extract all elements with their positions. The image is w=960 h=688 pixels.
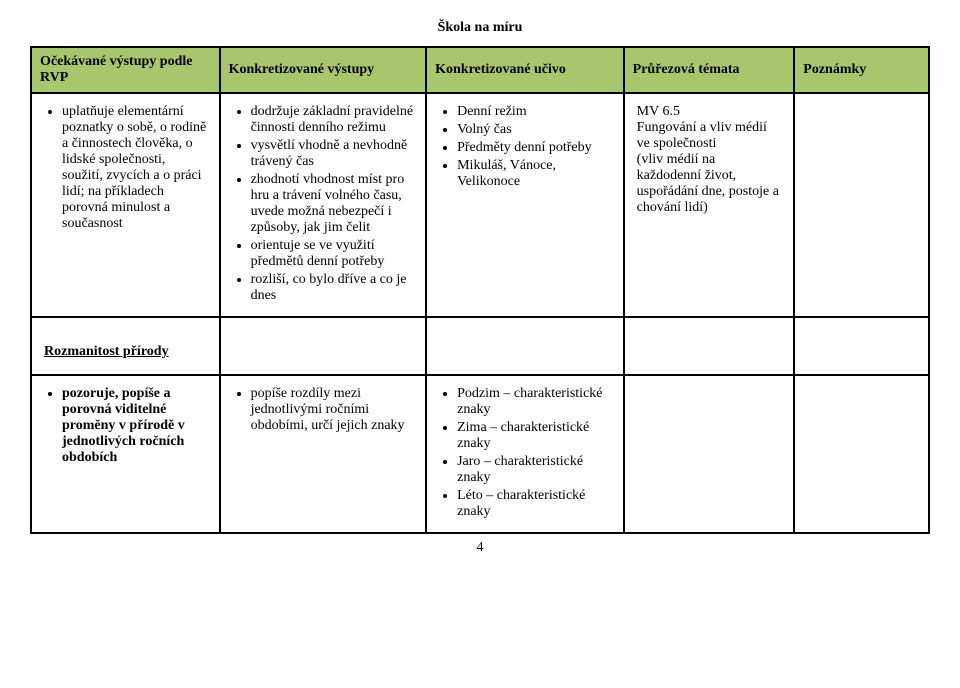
col-header-3: Konkretizované učivo [426,47,624,93]
empty-cell [426,317,624,375]
col-header-1: Očekávané výstupy podle RVP [31,47,220,93]
bold-lead: pozoruje, popíše a porovná viditelné pro… [62,386,185,465]
section-heading: Rozmanitost přírody [44,328,207,364]
cell-col4 [624,375,795,533]
cell-col3: Denní režim Volný čas Předměty denní pot… [426,93,624,317]
empty-cell [220,317,427,375]
list: popíše rozdíly mezi jednotlivými ročními… [233,386,414,434]
table-header-row: Očekávané výstupy podle RVP Konkretizova… [31,47,929,93]
table-row: uplatňuje elementární poznatky o sobě, o… [31,93,929,317]
cell-col5 [794,93,929,317]
empty-cell [794,317,929,375]
list-item: dodržuje základní pravidelné činnosti de… [251,104,414,136]
cell-col2: dodržuje základní pravidelné činnosti de… [220,93,427,317]
list-item: zhodnotí vhodnost míst pro hru a trávení… [251,172,414,236]
list: Podzim – charakteristické znaky Zima – c… [439,386,611,520]
col-header-5: Poznámky [794,47,929,93]
list: Denní režim Volný čas Předměty denní pot… [439,104,611,190]
list-item: Jaro – charakteristické znaky [457,454,611,486]
page-number: 4 [30,540,930,556]
list-item: popíše rozdíly mezi jednotlivými ročními… [251,386,414,434]
list-item: vysvětlí vhodně a nevhodně trávený čas [251,138,414,170]
list-item: Denní režim [457,104,611,120]
empty-cell [624,317,795,375]
list-item: Volný čas [457,122,611,138]
col-header-4: Průřezová témata [624,47,795,93]
list-item: Mikuláš, Vánoce, Velikonoce [457,158,611,190]
cell-col4: MV 6.5 Fungování a vliv médií ve společn… [624,93,795,317]
cell-col2: popíše rozdíly mezi jednotlivými ročními… [220,375,427,533]
list-item: Zima – charakteristické znaky [457,420,611,452]
cell-col3: Podzim – charakteristické znaky Zima – c… [426,375,624,533]
list: dodržuje základní pravidelné činnosti de… [233,104,414,304]
col-header-2: Konkretizované výstupy [220,47,427,93]
list-item: Podzim – charakteristické znaky [457,386,611,418]
cell-col1: uplatňuje elementární poznatky o sobě, o… [31,93,220,317]
page-title: Škola na míru [30,20,930,36]
table-row: pozoruje, popíše a porovná viditelné pro… [31,375,929,533]
list: uplatňuje elementární poznatky o sobě, o… [44,104,207,232]
section-heading-row: Rozmanitost přírody [31,317,929,375]
list-item: pozoruje, popíše a porovná viditelné pro… [62,386,207,466]
cell-col5 [794,375,929,533]
section-heading-cell: Rozmanitost přírody [31,317,220,375]
list-item: Předměty denní potřeby [457,140,611,156]
curriculum-table: Očekávané výstupy podle RVP Konkretizova… [30,46,930,534]
list: pozoruje, popíše a porovná viditelné pro… [44,386,207,466]
list-item: orientuje se ve využití předmětů denní p… [251,238,414,270]
list-item: uplatňuje elementární poznatky o sobě, o… [62,104,207,232]
list-item: Léto – charakteristické znaky [457,488,611,520]
cell-col1: pozoruje, popíše a porovná viditelné pro… [31,375,220,533]
list-item: rozliší, co bylo dříve a co je dnes [251,272,414,304]
